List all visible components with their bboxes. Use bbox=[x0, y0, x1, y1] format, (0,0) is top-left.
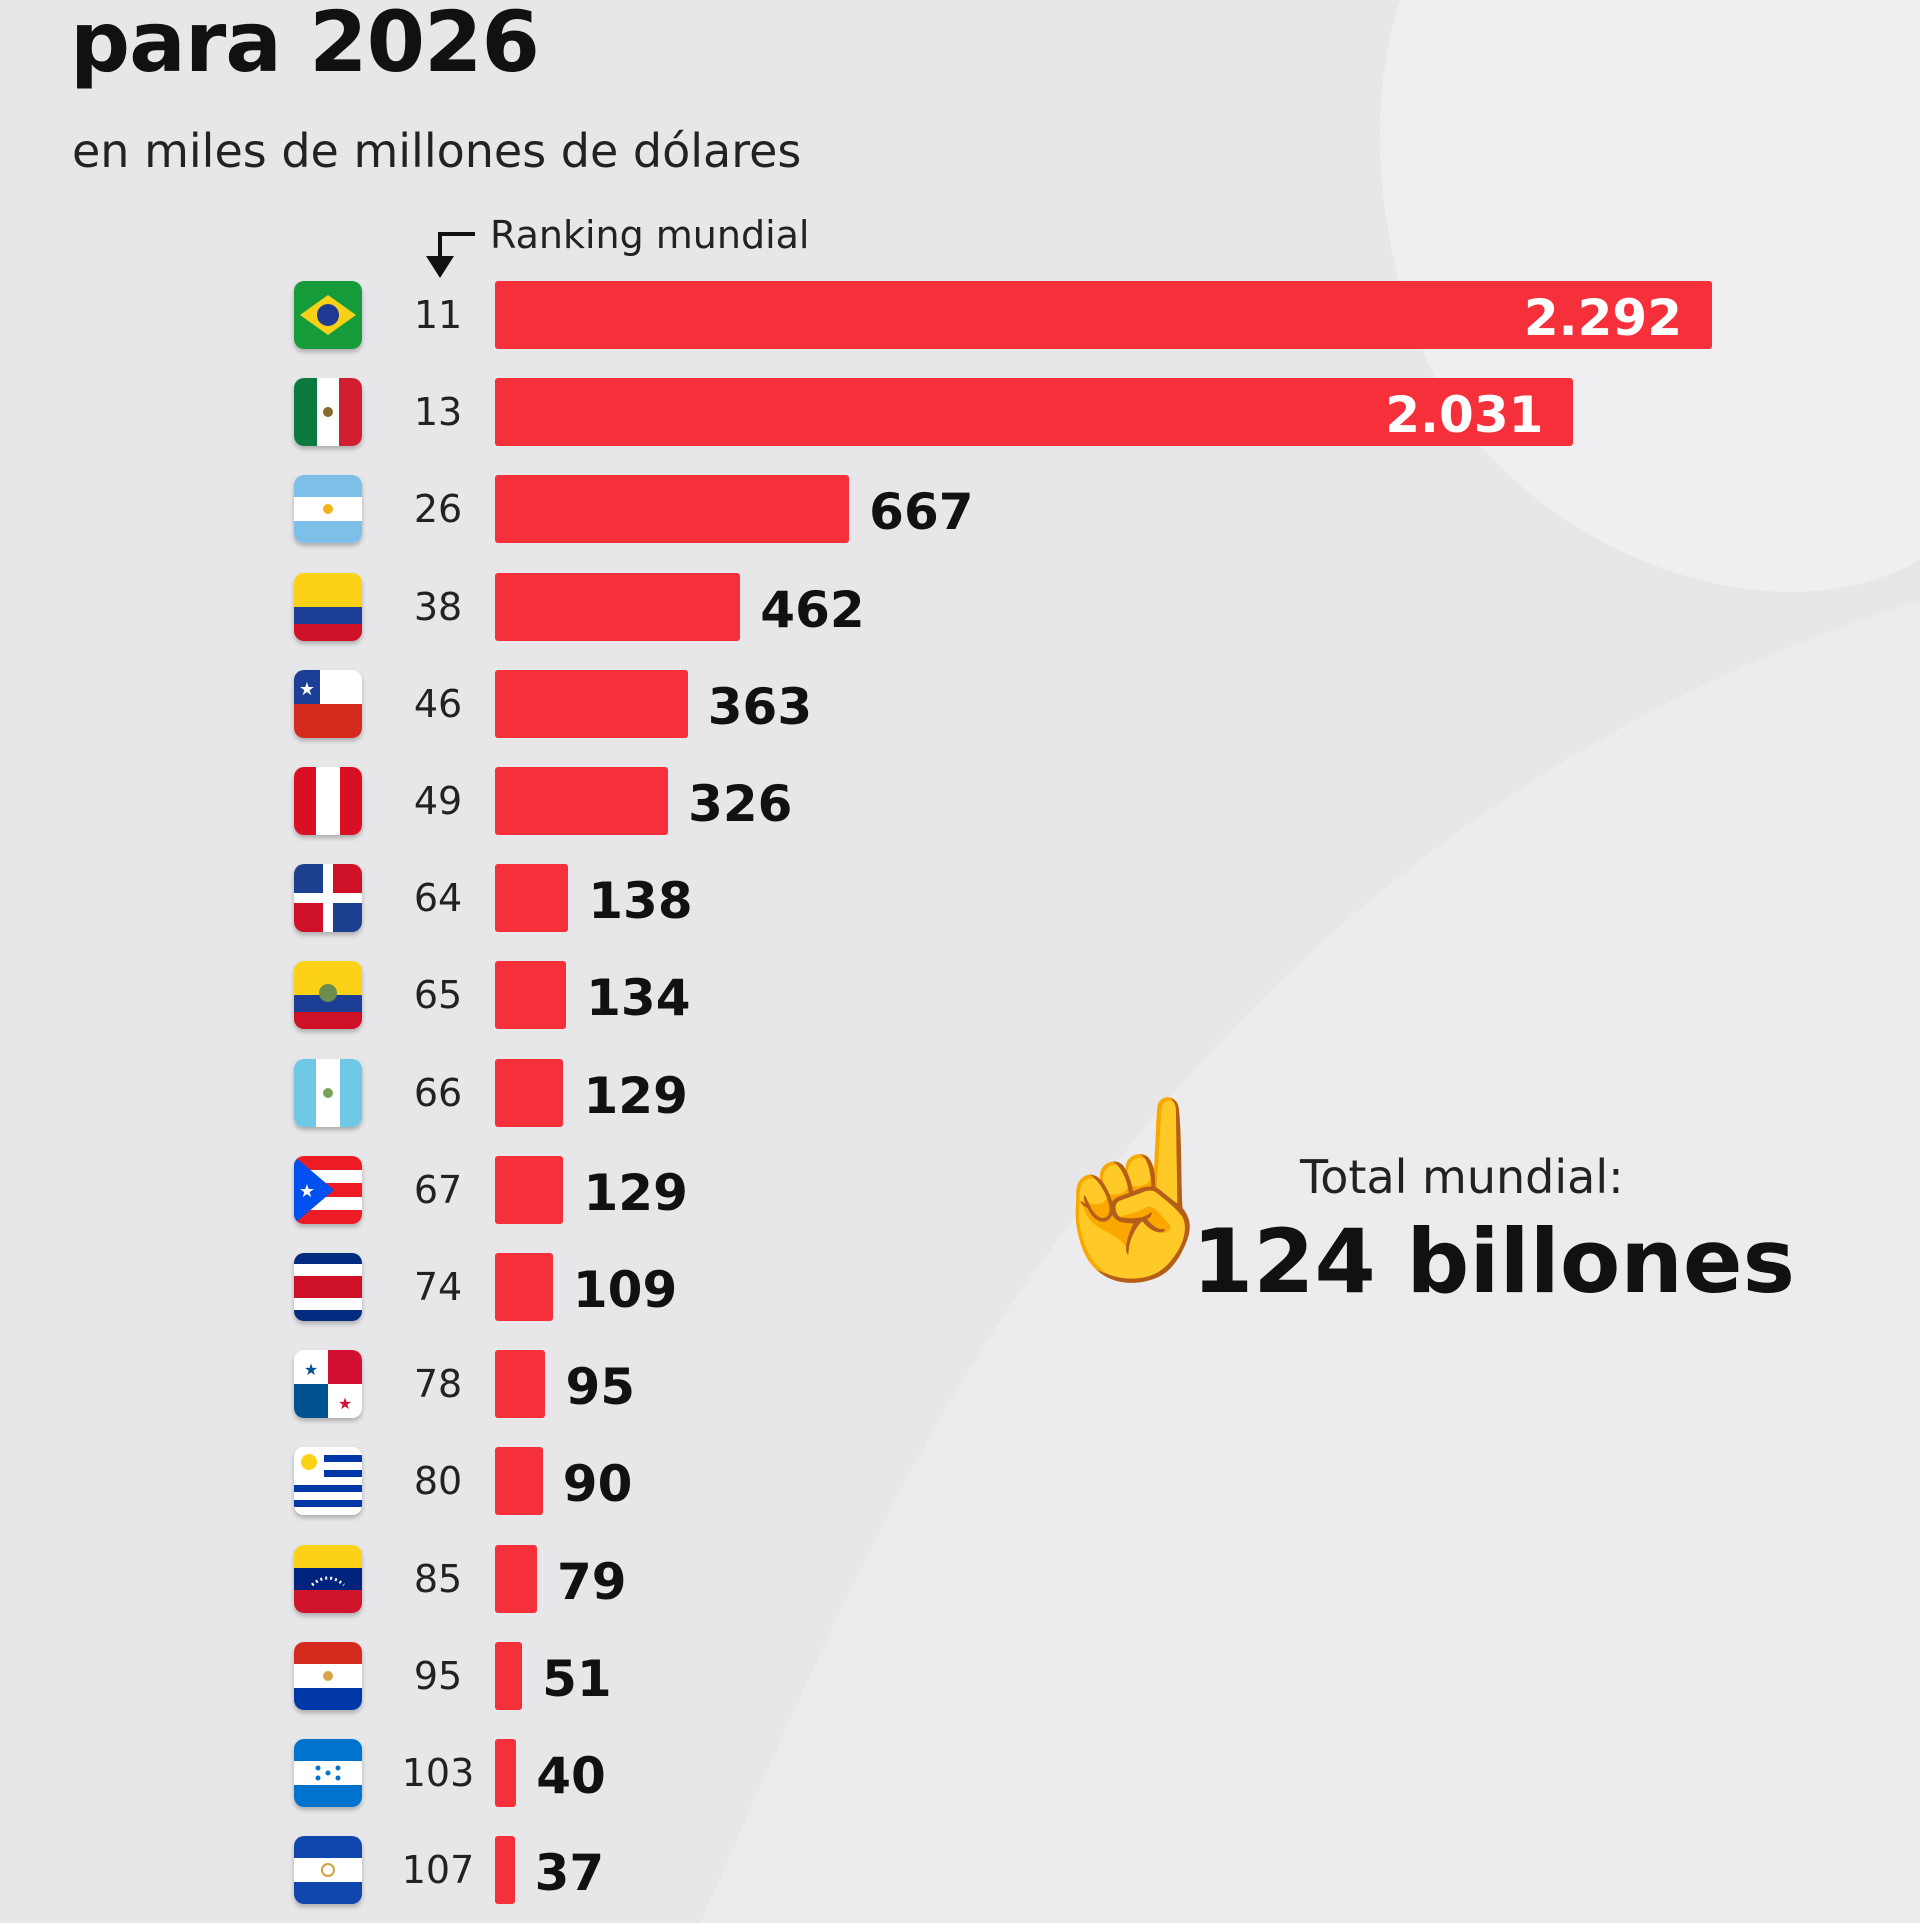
bar bbox=[495, 1350, 546, 1419]
flag-paraguay-icon bbox=[294, 1641, 362, 1710]
bar-row: 38 462 bbox=[0, 572, 1900, 641]
rank-label: 67 bbox=[413, 1167, 463, 1212]
flag-costa-rica-icon bbox=[294, 1253, 362, 1321]
value-label: 2.031 bbox=[1385, 386, 1544, 445]
total-label: Total mundial: bbox=[1300, 1150, 1624, 1204]
rank-label: 78 bbox=[413, 1362, 463, 1407]
value-label: 129 bbox=[583, 1163, 688, 1222]
svg-text:★: ★ bbox=[304, 1360, 318, 1379]
bar-row: 80 90 bbox=[0, 1447, 1900, 1516]
rank-label: 95 bbox=[413, 1653, 463, 1698]
bar-row: ★ 46 363 bbox=[0, 669, 1900, 738]
bar bbox=[495, 1836, 515, 1905]
flag-peru-icon bbox=[294, 767, 362, 835]
bar-row: 64 138 bbox=[0, 864, 1900, 933]
flag-chile-icon: ★ bbox=[294, 669, 362, 738]
value-label: 134 bbox=[586, 969, 691, 1028]
value-label: 90 bbox=[562, 1455, 633, 1514]
bar bbox=[495, 1058, 564, 1127]
rank-label: 11 bbox=[413, 293, 463, 337]
rank-label: 80 bbox=[413, 1459, 463, 1504]
bar bbox=[495, 281, 1712, 349]
flag-uruguay-icon bbox=[294, 1447, 362, 1516]
value-label: 326 bbox=[688, 775, 793, 833]
rank-label: 64 bbox=[413, 876, 463, 921]
rank-label: 13 bbox=[413, 390, 463, 435]
bar bbox=[495, 572, 741, 641]
bar bbox=[495, 1739, 517, 1807]
flag-brazil-icon bbox=[294, 281, 362, 349]
flag-colombia-icon bbox=[294, 572, 362, 641]
bar bbox=[495, 1447, 543, 1516]
value-label: 109 bbox=[572, 1261, 678, 1319]
bar bbox=[495, 1641, 523, 1710]
chart-title: para 2026 bbox=[70, 0, 540, 91]
value-label: 138 bbox=[588, 872, 693, 931]
bar bbox=[495, 1155, 564, 1224]
flag-panama-icon: ★ ★ bbox=[294, 1350, 362, 1419]
bar-row: 85 79 bbox=[0, 1544, 1900, 1613]
flag-mexico-icon bbox=[294, 378, 362, 447]
total-value: 124 billones bbox=[1192, 1210, 1795, 1313]
value-label: 462 bbox=[760, 580, 865, 639]
ranking-label: Ranking mundial bbox=[490, 213, 810, 257]
value-label: 37 bbox=[534, 1844, 605, 1903]
rank-label: 38 bbox=[413, 584, 463, 629]
ranking-arrow-icon bbox=[426, 232, 475, 278]
value-label: 95 bbox=[565, 1358, 636, 1417]
value-label: 51 bbox=[542, 1649, 612, 1708]
bar bbox=[495, 378, 1574, 447]
svg-text:★: ★ bbox=[338, 1394, 352, 1413]
rank-label: 49 bbox=[413, 779, 463, 823]
bar-row: 49 326 bbox=[0, 767, 1900, 835]
bar bbox=[495, 1253, 553, 1321]
svg-text:★: ★ bbox=[299, 1181, 315, 1202]
bar bbox=[495, 864, 569, 933]
bar-row: 74 109 bbox=[0, 1253, 1900, 1321]
flag-honduras-icon bbox=[294, 1739, 362, 1807]
flag-el-salvador-icon bbox=[294, 1836, 362, 1905]
bar-row: 11 2.292 bbox=[0, 281, 1900, 349]
bar bbox=[495, 961, 567, 1030]
bar bbox=[495, 767, 669, 835]
bar bbox=[495, 669, 688, 738]
rank-label: 74 bbox=[413, 1265, 463, 1309]
value-label: 79 bbox=[556, 1552, 627, 1611]
bar-row: 66 129 bbox=[0, 1058, 1900, 1127]
value-label: 2.292 bbox=[1523, 289, 1682, 347]
bar-row: 107 37 bbox=[0, 1836, 1900, 1905]
rank-label: 85 bbox=[413, 1556, 463, 1601]
rank-label: 46 bbox=[413, 681, 463, 726]
bar-row: 95 51 bbox=[0, 1641, 1900, 1710]
bar-row: 65 134 bbox=[0, 961, 1900, 1030]
rank-label: 66 bbox=[413, 1070, 463, 1115]
bar-row: ★ ★ 78 95 bbox=[0, 1350, 1900, 1419]
bar bbox=[495, 1544, 537, 1613]
bar-row: 26 667 bbox=[0, 475, 1900, 544]
value-label: 40 bbox=[536, 1747, 606, 1805]
bar-row: ★ 67 129 bbox=[0, 1155, 1900, 1224]
rank-label: 65 bbox=[413, 973, 463, 1018]
chart-subtitle: en miles de millones de dólares bbox=[72, 124, 802, 178]
rank-label: 26 bbox=[413, 487, 463, 532]
flag-argentina-icon bbox=[294, 475, 362, 544]
bar-row: 13 2.031 bbox=[0, 378, 1900, 447]
bar bbox=[495, 475, 850, 544]
flag-dominican-republic-icon bbox=[294, 864, 362, 933]
value-label: 129 bbox=[583, 1066, 688, 1125]
rank-label: 103 bbox=[401, 1751, 475, 1795]
value-label: 363 bbox=[707, 677, 813, 736]
flag-puerto-rico-icon: ★ bbox=[294, 1155, 362, 1224]
flag-ecuador-icon bbox=[294, 961, 362, 1030]
value-label: 667 bbox=[869, 483, 974, 542]
flag-venezuela-icon bbox=[294, 1544, 362, 1613]
rank-label: 107 bbox=[401, 1848, 475, 1893]
bar-row: 103 40 bbox=[0, 1739, 1900, 1807]
pointing-up-hand-icon: ☝️ bbox=[1030, 1091, 1242, 1289]
flag-guatemala-icon bbox=[294, 1058, 362, 1127]
svg-text:★: ★ bbox=[299, 679, 315, 700]
